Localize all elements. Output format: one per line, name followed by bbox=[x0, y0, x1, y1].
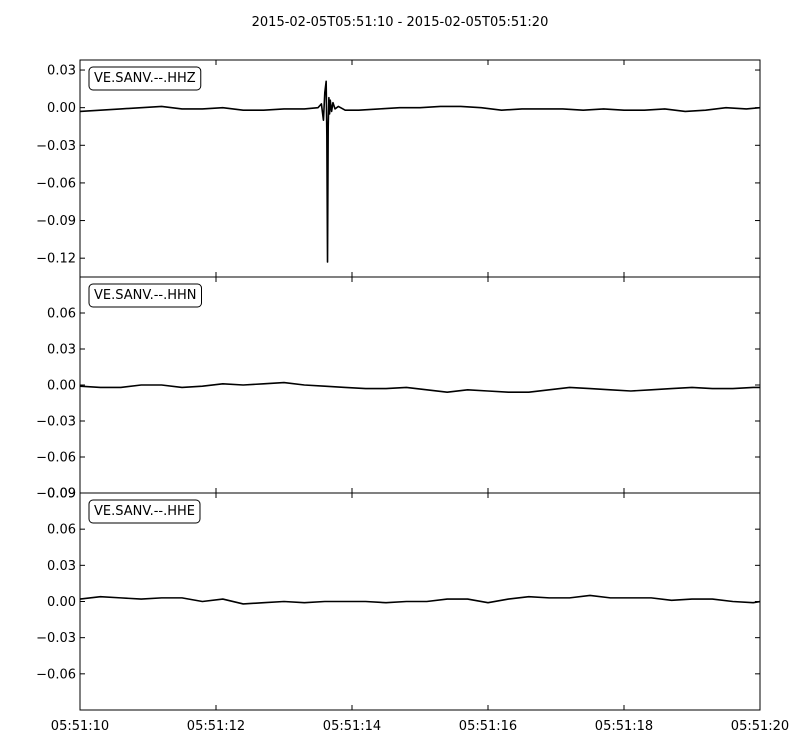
trace-panels: 0.03 0.00 −0.03 −0.06 −0.09 −0.12 VE.SANV.--.H… bbox=[36, 59, 761, 711]
y-tick-label: 0.00 bbox=[47, 379, 76, 394]
y-tick-label: 0.03 bbox=[47, 343, 76, 358]
y-tick-label: −0.06 bbox=[36, 176, 76, 191]
trace-panel-2: 0.06 0.03 0.00 −0.03 −0.06 −0.09 VE.SANV.--.HH… bbox=[36, 276, 761, 502]
trace-panel-3: 0.09 0.06 0.03 0.00 −0.03 −0.06 VE.SANV.--.HHE bbox=[36, 487, 761, 711]
trace-label: VE.SANV.--.HHE bbox=[94, 504, 195, 519]
axes-frame bbox=[79, 276, 761, 494]
trace-label: VE.SANV.--.HHN bbox=[94, 288, 197, 303]
x-tick-label: 05:51:20 bbox=[731, 719, 789, 734]
figure-title: 2015-02-05T05:51:10 - 2015-02-05T05:51:2… bbox=[252, 15, 549, 30]
y-tick-label: 0.06 bbox=[47, 307, 76, 322]
trace-label: VE.SANV.--.HHZ bbox=[94, 71, 196, 86]
x-tick-labels: 05:51:10 05:51:12 05:51:14 05:51:16 05:51:18… bbox=[51, 719, 789, 734]
x-tick-label: 05:51:16 bbox=[459, 719, 517, 734]
y-tick-label: −0.09 bbox=[36, 214, 76, 229]
y-tick-label: 0.09 bbox=[47, 487, 76, 502]
y-tick-label: 0.03 bbox=[47, 559, 76, 574]
y-tick-label: −0.12 bbox=[36, 252, 76, 267]
x-tick-label: 05:51:12 bbox=[187, 719, 245, 734]
y-tick-label: −0.03 bbox=[36, 139, 76, 154]
x-tick-label: 05:51:18 bbox=[595, 719, 653, 734]
trace-line bbox=[80, 594, 760, 605]
y-tick-label: 0.03 bbox=[47, 64, 76, 79]
y-tick-label: −0.06 bbox=[36, 451, 76, 466]
axes-frame bbox=[79, 492, 761, 711]
axes-frame bbox=[79, 59, 761, 278]
trace-panel-1: 0.03 0.00 −0.03 −0.06 −0.09 −0.12 VE.SANV.--.H… bbox=[36, 59, 761, 278]
y-tick-label: −0.06 bbox=[36, 667, 76, 682]
trace-label-box bbox=[88, 283, 202, 308]
trace-line bbox=[80, 80, 760, 263]
y-tick-label: 0.00 bbox=[47, 101, 76, 116]
trace-label-box bbox=[88, 499, 201, 524]
trace-line bbox=[80, 381, 760, 393]
y-tick-label: −0.03 bbox=[36, 415, 76, 430]
y-tick-label: −0.03 bbox=[36, 631, 76, 646]
y-tick-label: −0.09 bbox=[36, 487, 76, 502]
x-tick-label: 05:51:10 bbox=[51, 719, 109, 734]
y-tick-label: 0.06 bbox=[47, 523, 76, 538]
trace-label-box bbox=[88, 66, 202, 91]
y-tick-label: 0.00 bbox=[47, 595, 76, 610]
x-tick-label: 05:51:14 bbox=[323, 719, 381, 734]
